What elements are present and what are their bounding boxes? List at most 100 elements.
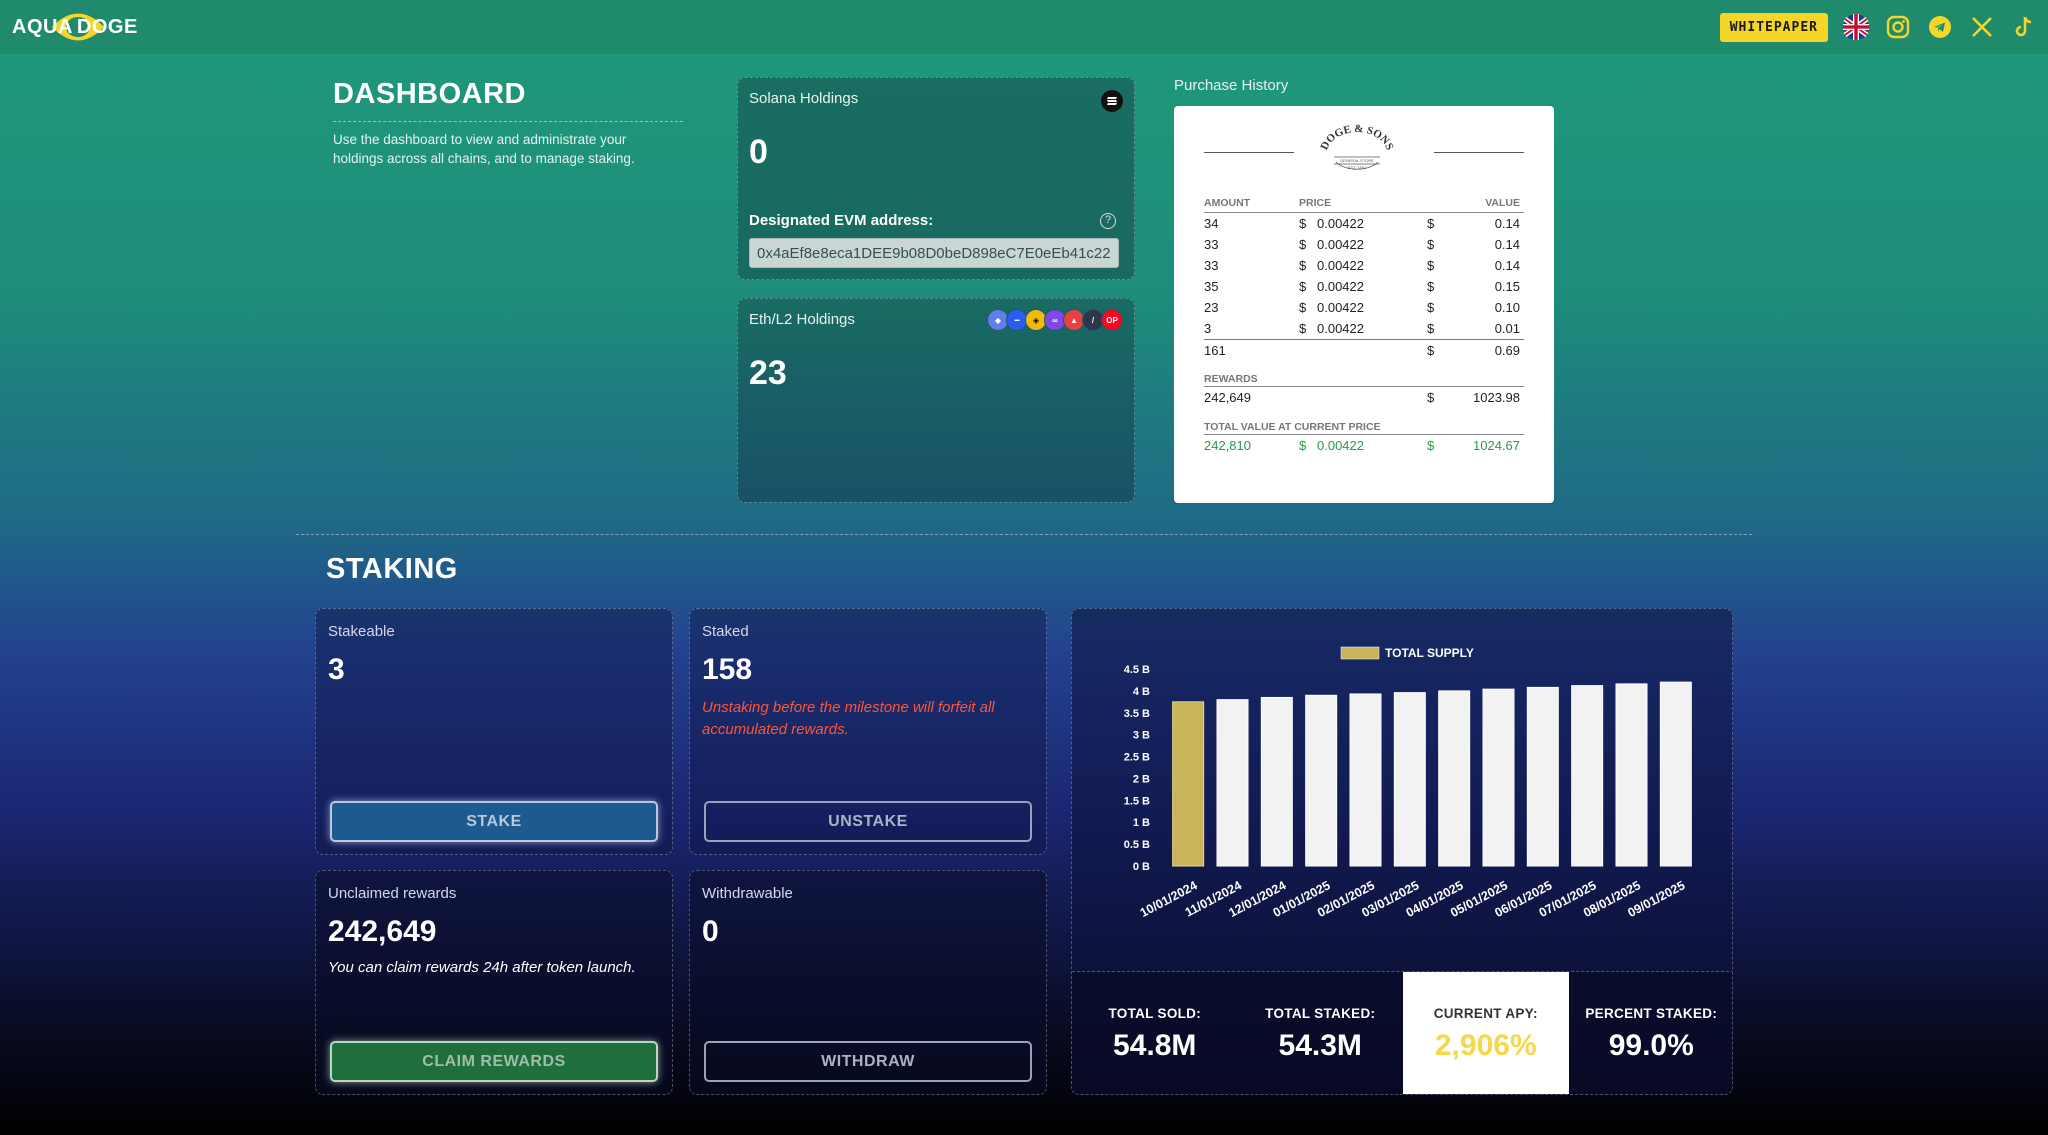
bar: [1482, 688, 1515, 867]
legend-label: TOTAL SUPPLY: [1385, 646, 1474, 660]
x-icon[interactable]: [1968, 13, 1996, 41]
bar: [1216, 699, 1249, 867]
seal-text: DOGE & SONS: [1318, 124, 1395, 152]
tiktok-icon[interactable]: [2010, 13, 2038, 41]
stakeable-value: 3: [328, 653, 345, 686]
staked-value: 158: [702, 653, 753, 686]
solana-icon: [1101, 90, 1123, 112]
section-divider: [296, 534, 1752, 535]
purchase-history-table: AMOUNT PRICE VALUE 34 $0.00422 $0.14 33 $0.0…: [1204, 191, 1524, 456]
help-icon[interactable]: ?: [1100, 213, 1116, 229]
header-price: PRICE: [1299, 197, 1332, 209]
top-nav-bar: AQUA DOGE WHITEPAPER: [0, 0, 2048, 54]
unstake-warning: Unstaking before the milestone will forf…: [702, 699, 995, 738]
purchase-history-title: Purchase History: [1174, 77, 1289, 94]
y-tick-label: 3 B: [1133, 730, 1150, 742]
staked-label: Staked: [702, 623, 749, 640]
receipt-rule-left: [1204, 152, 1294, 153]
dashboard-description: Use the dashboard to view and administra…: [333, 132, 635, 166]
bar: [1305, 694, 1338, 867]
evm-address-field[interactable]: [749, 238, 1119, 268]
withdrawable-label: Withdrawable: [702, 885, 793, 902]
current-apy-stat: CURRENT APY: 2,906%: [1403, 972, 1569, 1094]
header-value: VALUE: [1485, 197, 1520, 209]
bar: [1438, 690, 1471, 867]
uk-flag-icon[interactable]: [1842, 13, 1870, 41]
logo-text-left: AQUA: [12, 16, 73, 38]
rewards-label: REWARDS: [1204, 371, 1524, 387]
telegram-icon[interactable]: [1926, 13, 1954, 41]
whitepaper-button[interactable]: WHITEPAPER: [1719, 12, 1828, 42]
logo-text-right: DOGE: [76, 16, 138, 38]
doge-sons-seal-icon: DOGE & SONS GENERAL STORE EST. 1891: [1318, 124, 1395, 170]
bar: [1349, 693, 1382, 867]
y-tick-label: 1.5 B: [1124, 795, 1150, 807]
claim-note: You can claim rewards 24h after token la…: [328, 959, 636, 976]
y-tick-label: 0.5 B: [1124, 839, 1150, 851]
bar: [1526, 686, 1559, 867]
percent-staked-value: 99.0%: [1608, 1028, 1694, 1062]
unclaimed-rewards-label: Unclaimed rewards: [328, 885, 457, 902]
table-header: AMOUNT PRICE VALUE: [1204, 191, 1524, 213]
eth-l2-holdings-value: 23: [749, 354, 787, 392]
table-row: 3 $0.00422 $0.01: [1204, 321, 1520, 336]
stake-button[interactable]: STAKE: [330, 801, 658, 842]
total-sold-value: 54.8M: [1113, 1028, 1197, 1062]
receipt-rule-right: [1434, 152, 1524, 153]
seal-subtitle: GENERAL STORE: [1340, 158, 1374, 163]
y-tick-label: 4.5 B: [1124, 664, 1150, 676]
svg-text:DOGE & SONS: DOGE & SONS: [1318, 124, 1395, 152]
y-tick-label: 4 B: [1133, 686, 1150, 698]
bar: [1260, 696, 1293, 867]
bar: [1659, 681, 1692, 867]
purchase-history-receipt: DOGE & SONS GENERAL STORE EST. 1891 AMOU…: [1174, 106, 1554, 503]
seal-established: EST. 1891: [1348, 165, 1367, 170]
table-row: 33 $0.00422 $0.14: [1204, 237, 1520, 252]
bar: [1571, 685, 1604, 867]
bar: [1172, 701, 1205, 867]
y-tick-label: 0 B: [1133, 861, 1150, 873]
eth-l2-holdings-label: Eth/L2 Holdings: [749, 311, 855, 328]
total-sold-stat: TOTAL SOLD: 54.8M: [1072, 972, 1238, 1094]
current-apy-value: 2,906%: [1434, 1028, 1537, 1062]
total-value-row: 242,810 $ 0.00422 $ 1024.67: [1204, 438, 1520, 453]
total-value-label: TOTAL VALUE AT CURRENT PRICE: [1204, 419, 1524, 435]
unstake-button[interactable]: UNSTAKE: [704, 801, 1032, 842]
percent-staked-label: PERCENT STAKED:: [1585, 1005, 1718, 1021]
total-row: 161 $ 0.69: [1204, 339, 1524, 360]
solana-holdings-label: Solana Holdings: [749, 90, 859, 107]
y-tick-label: 3.5 B: [1124, 708, 1150, 720]
claim-rewards-button[interactable]: CLAIM REWARDS: [330, 1041, 658, 1082]
stakeable-card: Stakeable 3 STAKE: [315, 608, 673, 855]
total-supply-chart: TOTAL SUPPLY 0 B 0.5 B 1 B 1.5 B 2 B 2.5 B 3 B 3…: [1124, 646, 1692, 920]
total-staked-label: TOTAL STAKED:: [1265, 1005, 1376, 1021]
unclaimed-rewards-value: 242,649: [328, 915, 437, 948]
dashboard-title: DASHBOARD: [333, 78, 526, 110]
current-apy-label: CURRENT APY:: [1433, 1005, 1538, 1021]
stakeable-label: Stakeable: [328, 623, 395, 640]
bar: [1615, 683, 1648, 867]
solana-holdings-card: Solana Holdings 0 Designated EVM address…: [737, 77, 1135, 280]
eth-l2-holdings-card: Eth/L2 Holdings ◆ ━ ◈ ∞ ▲ / OP 23: [737, 298, 1135, 503]
y-tick-label: 2 B: [1133, 773, 1150, 785]
instagram-icon[interactable]: [1884, 13, 1912, 41]
rewards-row: 242,649 $ 1023.98: [1204, 390, 1520, 405]
total-sold-label: TOTAL SOLD:: [1108, 1005, 1202, 1021]
supply-chart-card: TOTAL SUPPLY 0 B 0.5 B 1 B 1.5 B 2 B 2.5 B 3 B 3…: [1071, 608, 1733, 1095]
staking-title: STAKING: [326, 553, 458, 585]
withdrawable-value: 0: [702, 915, 719, 948]
polygon-icon: ∞: [1044, 309, 1066, 331]
staking-stats: TOTAL SOLD: 54.8M TOTAL STAKED: 54.3M CU…: [1072, 971, 1732, 1094]
table-row: 23 $0.00422 $0.10: [1204, 300, 1520, 315]
solana-holdings-value: 0: [749, 133, 768, 171]
unclaimed-rewards-card: Unclaimed rewards 242,649 You can claim …: [315, 870, 673, 1095]
header-actions: WHITEPAPER: [1719, 12, 2038, 42]
header-amount: AMOUNT: [1204, 197, 1251, 209]
table-row: 34 $0.00422 $0.14: [1204, 216, 1520, 231]
optimism-icon: OP: [1101, 309, 1123, 331]
aquadoge-logo[interactable]: AQUA DOGE: [10, 0, 150, 54]
withdraw-button[interactable]: WITHDRAW: [704, 1041, 1032, 1082]
evm-address-label: Designated EVM address:: [749, 212, 934, 229]
table-row: 33 $0.00422 $0.14: [1204, 258, 1520, 273]
bar: [1393, 692, 1426, 867]
